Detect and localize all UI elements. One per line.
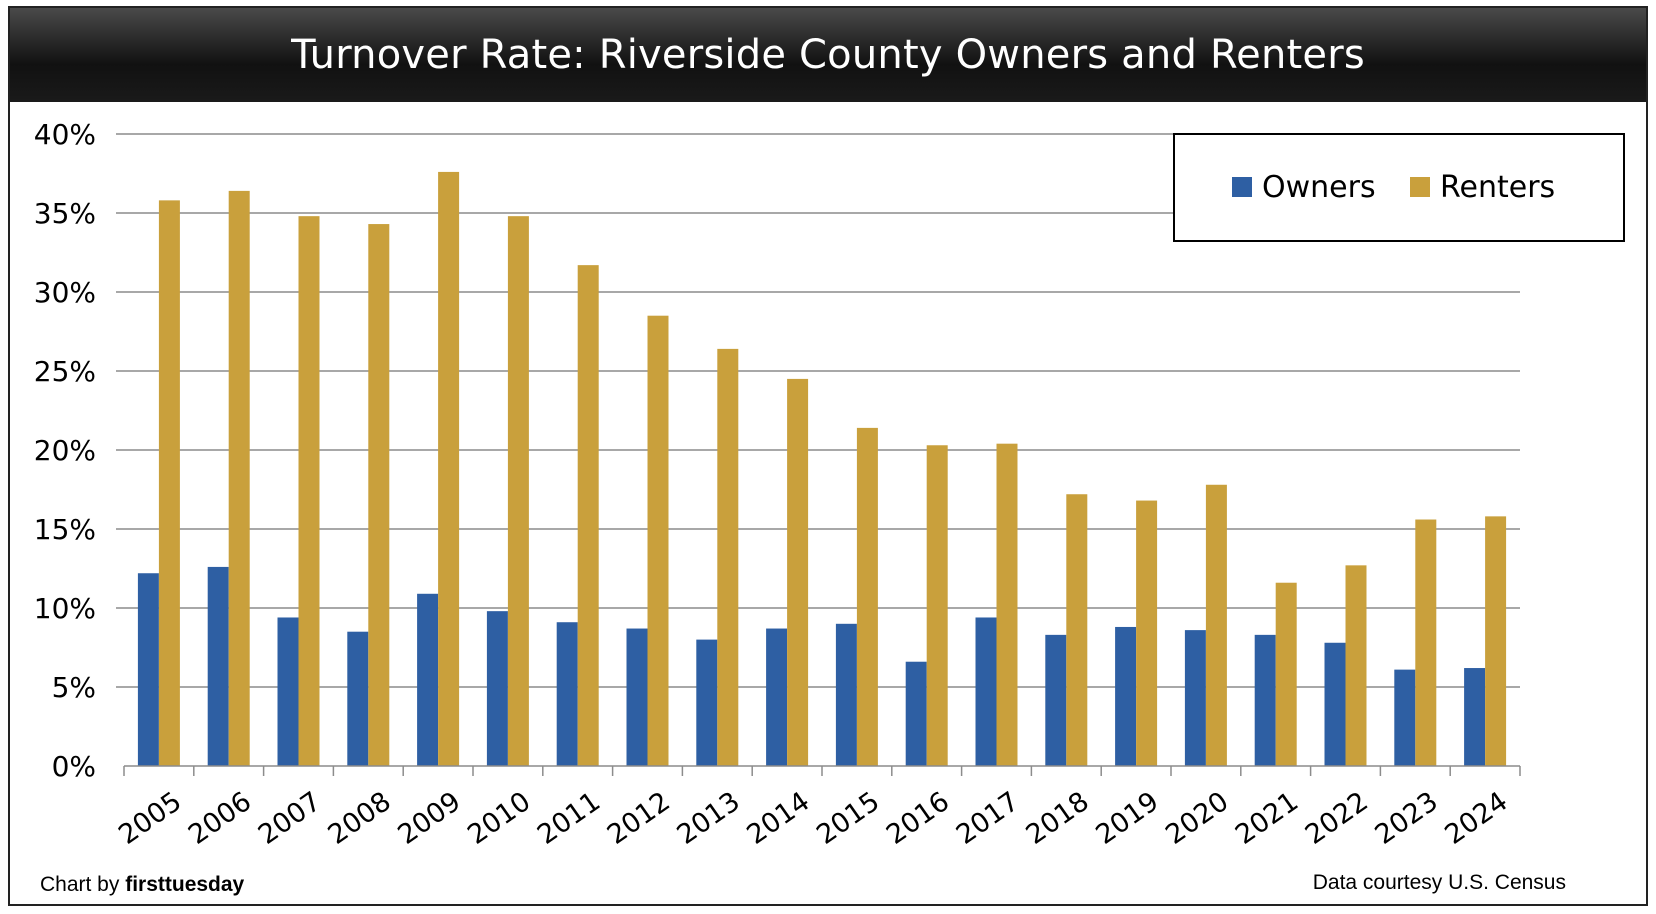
bar-renters-2017 — [996, 443, 1018, 766]
x-tick-label: 2020 — [1160, 786, 1234, 851]
credit-prefix: Chart by — [40, 873, 126, 896]
legend-swatch-owners — [1232, 177, 1252, 197]
bar-owners-2013 — [696, 639, 718, 766]
bar-renters-2016 — [926, 445, 948, 766]
y-tick-label: 30% — [34, 276, 96, 309]
bar-owners-2005 — [137, 573, 159, 766]
bar-renters-2018 — [1066, 494, 1088, 766]
bar-owners-2022 — [1324, 642, 1346, 766]
bar-renters-2013 — [717, 348, 739, 766]
x-axis-ticks: 2005200620072008200920102011201220132014… — [113, 786, 1513, 851]
bar-owners-2020 — [1184, 630, 1206, 766]
x-tick-label: 2016 — [881, 786, 955, 851]
legend: Owners Renters — [1173, 133, 1625, 242]
y-tick-label: 0% — [52, 750, 96, 783]
y-tick-label: 20% — [34, 434, 96, 467]
x-tick-label: 2008 — [323, 786, 397, 851]
chart-credit: Chart by firsttuesday — [40, 873, 244, 897]
y-tick-label: 5% — [52, 671, 96, 704]
x-tick-label: 2023 — [1370, 786, 1444, 851]
chart-title: Turnover Rate: Riverside County Owners a… — [291, 32, 1365, 78]
bar-owners-2012 — [626, 628, 648, 766]
bar-renters-2009 — [438, 171, 460, 767]
legend-label-owners: Owners — [1262, 170, 1376, 205]
bar-renters-2014 — [787, 378, 809, 766]
x-tick-label: 2018 — [1021, 786, 1095, 851]
x-tick-label: 2019 — [1090, 786, 1164, 851]
bar-owners-2008 — [347, 631, 369, 766]
bar-renters-2006 — [228, 190, 250, 766]
x-tick-label: 2006 — [183, 786, 257, 851]
bar-owners-2015 — [835, 623, 857, 766]
bar-renters-2010 — [507, 216, 529, 766]
bar-owners-2018 — [1045, 634, 1067, 766]
y-tick-label: 15% — [34, 513, 96, 546]
data-source: Data courtesy U.S. Census — [1312, 871, 1566, 894]
bar-renters-2015 — [856, 427, 878, 766]
bar-owners-2023 — [1394, 669, 1416, 766]
bar-renters-2007 — [298, 216, 320, 766]
x-tick-label: 2013 — [672, 786, 746, 851]
x-tick-label: 2010 — [462, 786, 536, 851]
y-axis-ticks: 0% 5% 10% 15% 20% 25% 30% 35% 40% — [34, 118, 96, 783]
x-tick-label: 2005 — [113, 786, 187, 851]
x-tick-label: 2014 — [741, 786, 815, 851]
x-tick-label: 2024 — [1439, 786, 1513, 851]
bar-renters-2022 — [1345, 565, 1367, 766]
x-tick-label: 2012 — [602, 786, 676, 851]
bar-renters-2023 — [1415, 519, 1437, 766]
legend-label-renters: Renters — [1440, 170, 1555, 205]
bar-owners-2024 — [1464, 668, 1486, 766]
chart-title-bar: Turnover Rate: Riverside County Owners a… — [10, 8, 1646, 102]
bar-owners-2006 — [207, 566, 229, 766]
legend-swatch-renters — [1410, 177, 1430, 197]
bar-renters-2021 — [1275, 582, 1297, 766]
x-axis — [123, 765, 1521, 776]
bar-owners-2007 — [277, 617, 299, 766]
credit-brand: firsttuesday — [125, 873, 245, 896]
bar-renters-2008 — [368, 224, 390, 766]
x-tick-label: 2007 — [253, 786, 327, 851]
x-tick-label: 2021 — [1230, 786, 1304, 851]
bar-renters-2012 — [647, 315, 669, 766]
bar-owners-2009 — [417, 593, 439, 766]
y-tick-label: 25% — [34, 355, 96, 388]
y-tick-label: 10% — [34, 592, 96, 625]
y-tick-label: 40% — [34, 118, 96, 151]
x-tick-label: 2009 — [392, 786, 466, 851]
bar-owners-2011 — [556, 622, 578, 766]
bar-owners-2021 — [1254, 634, 1276, 766]
bar-owners-2019 — [1115, 626, 1137, 766]
bar-renters-2005 — [158, 200, 180, 767]
bar-owners-2017 — [975, 617, 997, 766]
bar-owners-2014 — [766, 628, 788, 766]
bar-renters-2020 — [1205, 484, 1227, 766]
bar-renters-2019 — [1136, 500, 1158, 766]
bar-owners-2016 — [905, 661, 927, 766]
x-tick-label: 2011 — [532, 786, 606, 851]
bar-renters-2024 — [1485, 516, 1507, 766]
x-tick-label: 2022 — [1300, 786, 1374, 851]
bars — [137, 171, 1507, 767]
bar-owners-2010 — [486, 611, 508, 766]
x-tick-label: 2017 — [951, 786, 1025, 851]
y-tick-label: 35% — [34, 197, 96, 230]
x-tick-label: 2015 — [811, 786, 885, 851]
bar-renters-2011 — [577, 265, 599, 766]
